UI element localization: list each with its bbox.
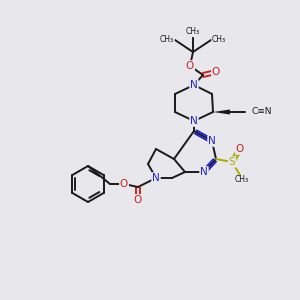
Text: S: S <box>229 157 235 167</box>
Text: CH₃: CH₃ <box>160 35 174 44</box>
Polygon shape <box>213 110 230 115</box>
Text: O: O <box>236 144 244 154</box>
Text: O: O <box>134 195 142 205</box>
Text: N: N <box>208 136 216 146</box>
Text: O: O <box>186 61 194 71</box>
Text: O: O <box>120 179 128 189</box>
Text: O: O <box>212 67 220 77</box>
Text: C≡N: C≡N <box>252 107 272 116</box>
Text: CH₃: CH₃ <box>212 35 226 44</box>
Text: N: N <box>190 80 198 90</box>
Text: N: N <box>152 173 160 183</box>
Text: CH₃: CH₃ <box>186 28 200 37</box>
Text: CH₃: CH₃ <box>235 176 249 184</box>
Text: N: N <box>200 167 208 177</box>
Text: N: N <box>190 116 198 126</box>
